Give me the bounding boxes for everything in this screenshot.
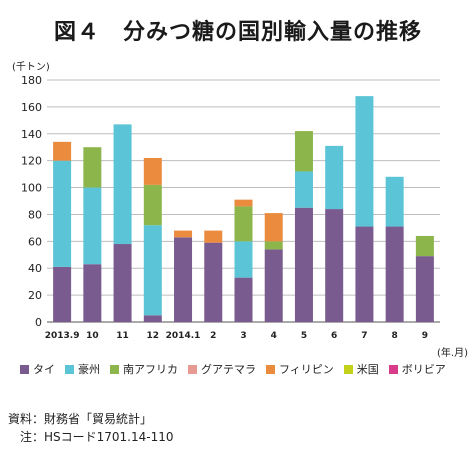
bar-segment xyxy=(53,141,72,161)
x-tick-label: 12 xyxy=(147,331,160,341)
bar-segment xyxy=(415,235,434,257)
y-tick-label: 160 xyxy=(21,101,42,114)
bar-segment xyxy=(264,249,283,322)
x-tick-label: 11 xyxy=(116,331,129,341)
bar-segment xyxy=(174,230,193,238)
bar-segment xyxy=(294,207,313,322)
bar-segment xyxy=(294,171,313,208)
x-tick-label: 3 xyxy=(240,331,246,341)
bar-segment xyxy=(264,213,283,242)
legend-label: 南アフリカ xyxy=(123,363,178,376)
legend-swatch xyxy=(266,364,275,374)
bar-segment xyxy=(325,145,344,210)
y-tick-label: 0 xyxy=(35,316,42,329)
bar-segment xyxy=(294,131,313,172)
x-tick-label: 2014.1 xyxy=(166,331,201,341)
y-tick-label: 180 xyxy=(21,74,42,87)
legend-swatch xyxy=(110,364,119,374)
bar-segment xyxy=(83,147,102,188)
stacked-bar-chart: 0 20 40 60 80 100 120 140 160 180(千トン) 2013.9 10 11 1… xyxy=(12,61,468,359)
bar-segment xyxy=(113,124,132,245)
bar-segment xyxy=(53,266,72,322)
legend-item: タイ xyxy=(20,361,55,377)
y-axis-unit-label: (千トン) xyxy=(12,61,50,73)
y-tick-label: 120 xyxy=(21,155,42,168)
chart-legend: タイ 豪州 南アフリカ グアテマラ フィリピン 米国 ボリビア xyxy=(20,360,470,378)
bar-segment xyxy=(385,226,404,322)
bar-segment xyxy=(204,230,223,243)
legend-label: グアテマラ xyxy=(201,363,256,376)
legend-item: グアテマラ xyxy=(188,361,256,377)
x-tick-label: 8 xyxy=(392,331,398,341)
bar-segment xyxy=(415,256,434,322)
y-tick-label: 20 xyxy=(28,289,42,302)
legend-item: 豪州 xyxy=(65,361,100,377)
y-tick-label: 60 xyxy=(28,235,42,248)
legend-swatch xyxy=(65,364,74,374)
x-tick-label: 5 xyxy=(301,331,307,341)
x-tick-label: 7 xyxy=(361,331,367,341)
x-tick-label: 2 xyxy=(210,331,216,341)
chart-title: 図４ 分みつ糖の国別輸入量の推移 xyxy=(53,20,422,45)
bar-segment xyxy=(143,157,162,185)
bar-segment xyxy=(385,176,404,227)
legend-label: フィリピン xyxy=(279,363,334,376)
bar-segment xyxy=(325,209,344,322)
bar-segment xyxy=(355,226,374,322)
bar-segment xyxy=(234,277,253,322)
legend-label: 米国 xyxy=(356,363,379,376)
bar-segment xyxy=(143,184,162,226)
x-tick-label: 10 xyxy=(86,331,99,341)
y-tick-label: 140 xyxy=(21,128,42,141)
y-tick-label: 100 xyxy=(21,182,42,195)
bar-segment xyxy=(234,241,253,278)
bar-segment xyxy=(174,237,193,322)
hs-code-note: 注：HSコード1701.14-110 xyxy=(20,430,174,444)
bar-segment xyxy=(234,206,253,242)
bar-segment xyxy=(204,242,223,322)
x-tick-label: 4 xyxy=(271,331,277,341)
x-tick-label: 9 xyxy=(422,331,428,341)
legend-swatch xyxy=(388,364,398,374)
y-tick-label: 40 xyxy=(28,262,42,275)
bar-segment xyxy=(83,187,102,265)
bar-segment xyxy=(234,199,253,207)
legend-label: ボリビア xyxy=(401,363,446,376)
legend-item: 米国 xyxy=(343,361,379,377)
x-tick-label: 2013.9 xyxy=(45,331,80,341)
x-axis-unit-label: (年.月) xyxy=(437,346,468,359)
bar-segment xyxy=(83,264,102,322)
legend-label: タイ xyxy=(33,363,55,376)
bar-segment xyxy=(53,160,72,267)
bar-segment xyxy=(143,225,162,316)
x-tick-label: 6 xyxy=(331,331,337,341)
legend-swatch xyxy=(20,364,29,374)
legend-item: フィリピン xyxy=(266,361,334,377)
legend-swatch xyxy=(343,364,353,374)
legend-item: ボリビア xyxy=(388,361,446,377)
legend-swatch xyxy=(188,364,197,374)
bar-segment xyxy=(264,241,283,250)
legend-item: 南アフリカ xyxy=(110,361,178,377)
y-tick-label: 80 xyxy=(28,208,42,221)
bar-segment xyxy=(355,96,374,227)
bar-segment xyxy=(113,244,132,322)
bar-segment xyxy=(143,315,162,322)
legend-label: 豪州 xyxy=(78,363,100,376)
source-note: 資料：財務省「貿易統計」 xyxy=(8,412,153,426)
